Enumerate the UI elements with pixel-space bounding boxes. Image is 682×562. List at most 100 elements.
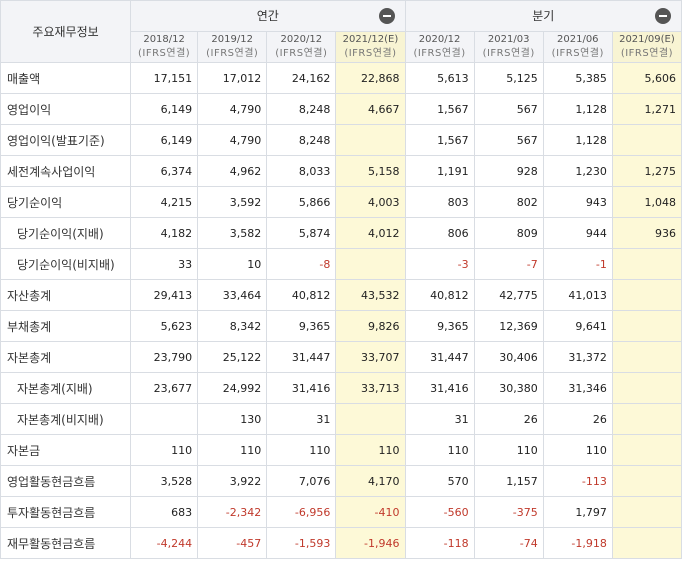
table-cell: 5,874 bbox=[266, 217, 337, 249]
table-cell: 8,033 bbox=[266, 155, 337, 187]
table-cell: 8,248 bbox=[266, 124, 337, 156]
period-header: 2021/06 (IFRS연결) bbox=[542, 31, 613, 63]
table-cell: 4,215 bbox=[130, 186, 199, 218]
annual-group-label: 연간 bbox=[256, 9, 279, 23]
table-cell: 30,380 bbox=[473, 372, 544, 404]
period-basis: (IFRS연결) bbox=[275, 48, 328, 59]
collapse-annual-icon[interactable] bbox=[378, 8, 395, 24]
period-date: 2020/12 bbox=[418, 34, 461, 45]
table-cell: 1,230 bbox=[542, 155, 613, 187]
table-cell: 130 bbox=[197, 403, 268, 435]
table-cell: 943 bbox=[542, 186, 613, 218]
table-row: 영업활동현금흐름 3,528 3,922 7,076 4,170 570 1,157 -113 bbox=[0, 465, 682, 497]
period-header: 2019/12 (IFRS연결) bbox=[197, 31, 268, 63]
table-cell bbox=[611, 279, 682, 311]
table-row: 재무활동현금흐름 -4,244 -457 -1,593 -1,946 -118 -74 -1,… bbox=[0, 527, 682, 559]
table-cell: 31,372 bbox=[542, 341, 613, 373]
table-row: 당기순이익 4,215 3,592 5,866 4,003 803 802 943 1,048 bbox=[0, 186, 682, 218]
table-cell: 31 bbox=[266, 403, 337, 435]
table-cell bbox=[335, 403, 406, 435]
table-row: 영업이익(발표기준) 6,149 4,790 8,248 1,567 567 1,128 bbox=[0, 124, 682, 156]
table-cell: 5,606 bbox=[611, 62, 682, 94]
table-cell bbox=[611, 434, 682, 466]
table-cell: 110 bbox=[266, 434, 337, 466]
table-cell bbox=[611, 310, 682, 342]
row-label: 당기순이익(비지배) bbox=[0, 248, 132, 280]
table-cell: 567 bbox=[473, 93, 544, 125]
period-basis: (IFRS연결) bbox=[551, 48, 604, 59]
table-cell: 33,713 bbox=[335, 372, 406, 404]
table-cell: 4,790 bbox=[197, 124, 268, 156]
table-cell: 5,623 bbox=[130, 310, 199, 342]
period-header: 2018/12 (IFRS연결) bbox=[130, 31, 199, 63]
table-cell: 1,128 bbox=[542, 124, 613, 156]
table-cell: 1,157 bbox=[473, 465, 544, 497]
row-label: 재무활동현금흐름 bbox=[0, 527, 132, 559]
table-cell: 803 bbox=[404, 186, 475, 218]
table-cell: 8,248 bbox=[266, 93, 337, 125]
table-cell: 5,125 bbox=[473, 62, 544, 94]
period-basis: (IFRS연결) bbox=[620, 48, 674, 59]
row-label: 당기순이익 bbox=[0, 186, 132, 218]
period-basis: (IFRS연결) bbox=[344, 48, 397, 59]
table-row: 세전계속사업이익 6,374 4,962 8,033 5,158 1,191 928 1,23… bbox=[0, 155, 682, 187]
table-cell: 1,567 bbox=[404, 124, 475, 156]
row-label: 매출액 bbox=[0, 62, 132, 94]
table-cell: -4,244 bbox=[130, 527, 199, 559]
period-date: 2021/12(E) bbox=[342, 34, 399, 45]
table-cell: -8 bbox=[266, 248, 337, 280]
table-cell: 1,128 bbox=[542, 93, 613, 125]
table-cell: 23,790 bbox=[130, 341, 199, 373]
table-cell bbox=[611, 372, 682, 404]
quarterly-group-label: 분기 bbox=[532, 9, 555, 23]
period-basis: (IFRS연결) bbox=[482, 48, 535, 59]
table-cell: 1,567 bbox=[404, 93, 475, 125]
table-cell: 110 bbox=[335, 434, 406, 466]
collapse-quarterly-icon[interactable] bbox=[655, 8, 671, 24]
table-cell: 110 bbox=[197, 434, 268, 466]
table-cell: 4,012 bbox=[335, 217, 406, 249]
row-label: 영업이익(발표기준) bbox=[0, 124, 132, 156]
table-cell bbox=[611, 124, 682, 156]
table-cell: 9,641 bbox=[542, 310, 613, 342]
table-cell: 24,992 bbox=[197, 372, 268, 404]
table-row: 당기순이익(지배) 4,182 3,582 5,874 4,012 806 809 944 93… bbox=[0, 217, 682, 249]
table-row: 당기순이익(비지배) 33 10 -8 -3 -7 -1 bbox=[0, 248, 682, 280]
table-cell: 26 bbox=[542, 403, 613, 435]
table-cell: 3,582 bbox=[197, 217, 268, 249]
table-cell: 41,013 bbox=[542, 279, 613, 311]
table-cell: 5,158 bbox=[335, 155, 406, 187]
table-cell: 4,182 bbox=[130, 217, 199, 249]
table-cell: 17,151 bbox=[130, 62, 199, 94]
table-cell: 12,369 bbox=[473, 310, 544, 342]
period-basis: (IFRS연결) bbox=[206, 48, 259, 59]
table-cell: 110 bbox=[130, 434, 199, 466]
table-cell: 29,413 bbox=[130, 279, 199, 311]
table-cell: -1,593 bbox=[266, 527, 337, 559]
table-cell: 7,076 bbox=[266, 465, 337, 497]
table-cell bbox=[611, 248, 682, 280]
table-body: 매출액 17,151 17,012 24,162 22,868 5,613 5,125 5,3… bbox=[0, 62, 682, 559]
table-row: 자본총계(비지배) 130 31 31 26 26 bbox=[0, 403, 682, 435]
table-row: 자본금 110 110 110 110 110 110 110 bbox=[0, 434, 682, 466]
table-cell: 4,790 bbox=[197, 93, 268, 125]
row-label: 세전계속사업이익 bbox=[0, 155, 132, 187]
period-date: 2018/12 bbox=[143, 34, 185, 45]
header-group-row: 주요재무정보 연간 분기 bbox=[0, 0, 682, 63]
table-cell: -410 bbox=[335, 496, 406, 528]
table-cell: 9,826 bbox=[335, 310, 406, 342]
table-cell: 9,365 bbox=[266, 310, 337, 342]
table-cell: 9,365 bbox=[404, 310, 475, 342]
table-cell: 40,812 bbox=[404, 279, 475, 311]
table-row: 투자활동현금흐름 683 -2,342 -6,956 -410 -560 -375 1,797 bbox=[0, 496, 682, 528]
table-cell: 683 bbox=[130, 496, 199, 528]
period-date: 2021/03 bbox=[487, 34, 530, 45]
table-cell: -118 bbox=[404, 527, 475, 559]
period-date: 2021/06 bbox=[557, 34, 599, 45]
table-cell: 1,048 bbox=[611, 186, 682, 218]
table-cell: 936 bbox=[611, 217, 682, 249]
table-cell: 3,922 bbox=[197, 465, 268, 497]
table-cell: 24,162 bbox=[266, 62, 337, 94]
table-row: 자산총계 29,413 33,464 40,812 43,532 40,812 42,775… bbox=[0, 279, 682, 311]
row-label: 부채총계 bbox=[0, 310, 132, 342]
